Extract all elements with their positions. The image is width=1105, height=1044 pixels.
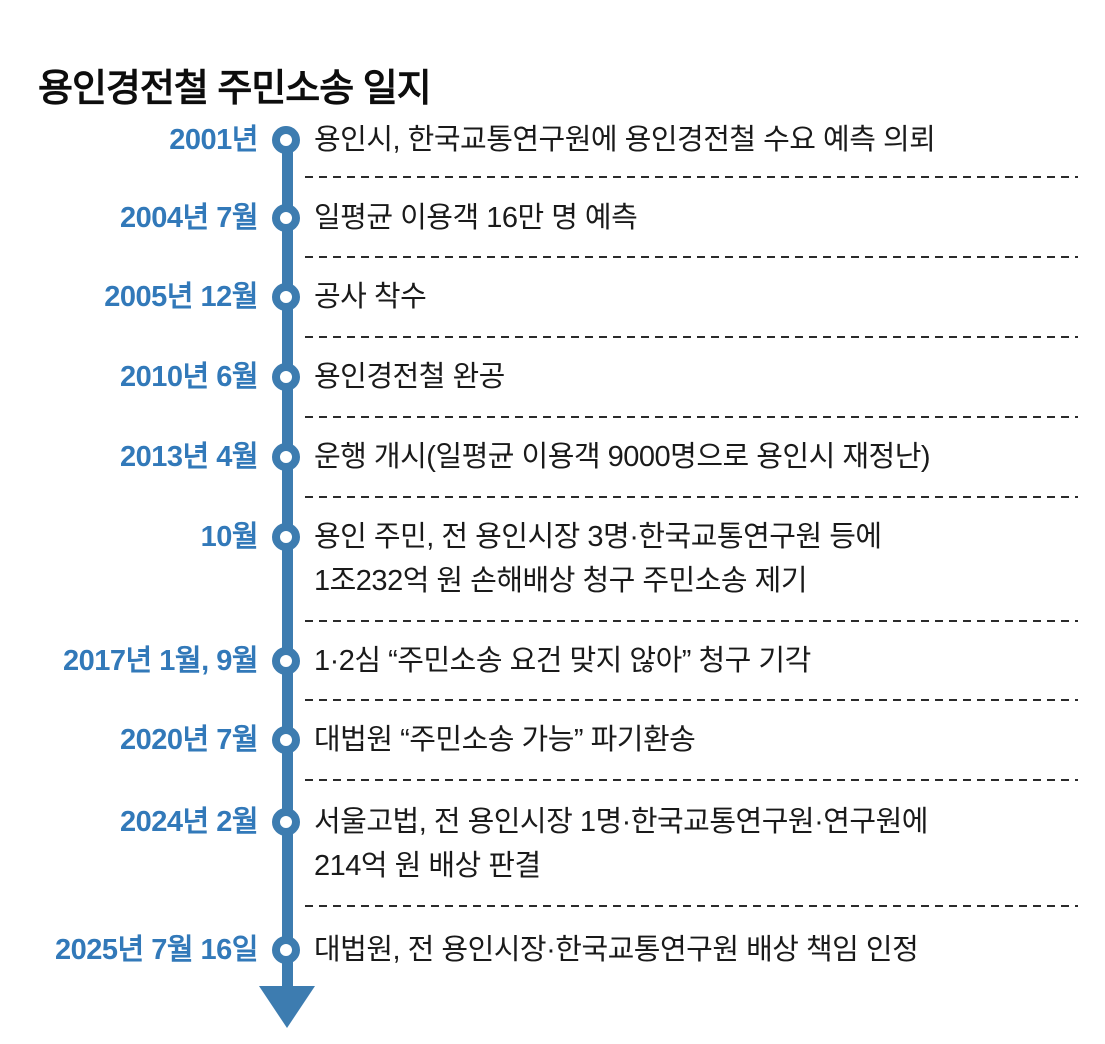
timeline-date: 2001년	[169, 124, 258, 156]
timeline-event: 용인 주민, 전 용인시장 3명·한국교통연구원 등에 1조232억 원 손해배…	[314, 515, 1085, 603]
timeline-event: 대법원, 전 용인시장·한국교통연구원 배상 책임 인정	[314, 928, 1085, 972]
timeline-event-text: 용인시, 한국교통연구원에 용인경전철 수요 예측 의뢰	[314, 124, 936, 156]
timeline-event: 운행 개시(일평균 이용객 9000명으로 용인시 재정난)	[314, 435, 1085, 479]
row-separator	[305, 620, 1078, 622]
timeline-node-icon	[258, 928, 314, 964]
timeline-date: 2013년 4월	[119, 441, 259, 473]
timeline-event-text: 214억 원 배상 판결	[314, 850, 541, 882]
row-separator	[305, 176, 1078, 178]
timeline-node-icon	[258, 800, 314, 836]
timeline-event: 서울고법, 전 용인시장 1명·한국교통연구원·연구원에 214억 원 배상 판…	[314, 800, 1085, 888]
timeline-event: 일평균 이용객 16만 명 예측	[314, 196, 1085, 240]
row-separator	[305, 416, 1078, 418]
timeline-event-text: 대법원, 전 용인시장·한국교통연구원 배상 책임 인정	[314, 934, 919, 966]
timeline-date: 2005년 12월	[104, 281, 258, 313]
timeline-event-text: 공사 착수	[314, 281, 427, 313]
timeline-date: 2024년 2월	[119, 806, 259, 838]
timeline-node-icon	[258, 639, 314, 675]
row-separator	[305, 699, 1078, 701]
timeline-event-text: 일평균 이용객 16만 명 예측	[314, 202, 638, 234]
timeline-date: 10월	[200, 521, 259, 553]
timeline-row: 2013년 4월 운행 개시(일평균 이용객 9000명으로 용인시 재정난)	[25, 435, 1085, 479]
timeline-event-text: 서울고법, 전 용인시장 1명·한국교통연구원·연구원에	[314, 806, 928, 838]
timeline-row: 2020년 7월 대법원 “주민소송 가능” 파기환송	[25, 718, 1085, 762]
timeline-node-icon	[258, 355, 314, 391]
timeline-event: 공사 착수	[314, 275, 1085, 319]
timeline-event: 대법원 “주민소송 가능” 파기환송	[314, 718, 1085, 762]
timeline-row: 2001년 용인시, 한국교통연구원에 용인경전철 수요 예측 의뢰	[25, 118, 1085, 162]
timeline-axis-line	[282, 140, 293, 990]
timeline-node-icon	[258, 275, 314, 311]
timeline-event-text: 1조232억 원 손해배상 청구 주민소송 제기	[314, 565, 808, 597]
timeline-event: 용인경전철 완공	[314, 355, 1085, 399]
timeline-node-icon	[258, 515, 314, 551]
row-separator	[305, 779, 1078, 781]
timeline-row: 2005년 12월 공사 착수	[25, 275, 1085, 319]
row-separator	[305, 496, 1078, 498]
timeline-node-icon	[258, 196, 314, 232]
timeline-node-icon	[258, 118, 314, 154]
timeline-node-icon	[258, 435, 314, 471]
timeline-event-text: 대법원 “주민소송 가능” 파기환송	[314, 724, 696, 756]
timeline-event: 1·2심 “주민소송 요건 맞지 않아” 청구 기각	[314, 639, 1085, 683]
timeline-date: 2020년 7월	[119, 724, 259, 756]
row-separator	[305, 256, 1078, 258]
timeline-row: 10월 용인 주민, 전 용인시장 3명·한국교통연구원 등에 1조232억 원…	[25, 515, 1085, 603]
timeline-row: 2017년 1월, 9월 1·2심 “주민소송 요건 맞지 않아” 청구 기각	[25, 639, 1085, 683]
timeline-date: 2010년 6월	[119, 361, 259, 393]
timeline-date: 2004년 7월	[119, 202, 259, 234]
timeline-event-text: 1·2심 “주민소송 요건 맞지 않아” 청구 기각	[314, 645, 811, 677]
row-separator	[305, 336, 1078, 338]
timeline-row: 2025년 7월 16일 대법원, 전 용인시장·한국교통연구원 배상 책임 인…	[25, 928, 1085, 972]
timeline-end-arrow-icon	[259, 986, 315, 1028]
timeline-event-text: 운행 개시(일평균 이용객 9000명으로 용인시 재정난)	[314, 441, 931, 473]
timeline-date: 2025년 7월 16일	[54, 934, 259, 966]
timeline-date: 2017년 1월, 9월	[63, 645, 258, 677]
page-title: 용인경전철 주민소송 일지	[38, 68, 432, 111]
timeline-node-icon	[258, 718, 314, 754]
timeline-event-text: 용인경전철 완공	[314, 361, 505, 393]
timeline-event-text: 용인 주민, 전 용인시장 3명·한국교통연구원 등에	[314, 521, 882, 553]
timeline-row: 2010년 6월 용인경전철 완공	[25, 355, 1085, 399]
timeline-event: 용인시, 한국교통연구원에 용인경전철 수요 예측 의뢰	[314, 118, 1085, 162]
row-separator	[305, 905, 1078, 907]
timeline-row: 2024년 2월 서울고법, 전 용인시장 1명·한국교통연구원·연구원에 21…	[25, 800, 1085, 888]
timeline-row: 2004년 7월 일평균 이용객 16만 명 예측	[25, 196, 1085, 240]
